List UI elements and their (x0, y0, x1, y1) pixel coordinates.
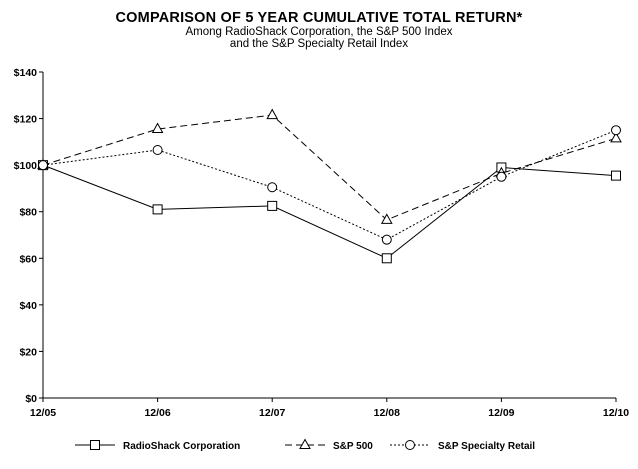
series-triangle (37, 108, 622, 224)
x-tick-label: 12/08 (374, 407, 400, 419)
y-tick-label: $120 (14, 114, 38, 126)
x-tick-label: 12/07 (259, 407, 285, 419)
legend-label: S&P Specialty Retail (438, 441, 535, 452)
data-point-triangle (380, 213, 393, 224)
y-tick-label: $100 (14, 160, 38, 172)
legend-marker-circle (405, 440, 415, 450)
data-point-circle (496, 171, 507, 182)
x-tick-label: 12/05 (30, 407, 56, 419)
y-tick-label: $0 (25, 393, 37, 405)
chart-legend: RadioShack Corporation S&P 500 S&P Special… (75, 438, 535, 452)
y-tick-label: $40 (19, 300, 37, 312)
data-point-circle (381, 234, 392, 245)
data-point-triangle (610, 131, 622, 143)
legend-label: RadioShack Corporation (123, 441, 240, 452)
chart-subtitle-line-2: and the S&P Specialty Retail Index (229, 38, 409, 50)
data-point-circle (38, 160, 48, 171)
chart-title: COMPARISON OF 5 YEAR CUMULATIVE TOTAL RE… (115, 10, 523, 26)
x-tick-label: 12/10 (603, 407, 629, 419)
data-point-triangle (266, 108, 279, 120)
chart-series-layer (37, 108, 622, 264)
y-tick-label: $60 (19, 253, 37, 265)
legend-item: S&P Specialty Retail (390, 440, 535, 452)
series-square (38, 160, 621, 264)
chart-title-block: COMPARISON OF 5 YEAR CUMULATIVE TOTAL RE… (0, 10, 638, 50)
series-circle (38, 125, 621, 245)
data-point-square (152, 204, 163, 215)
series-line (42, 164, 617, 259)
y-tick-label: $80 (19, 207, 37, 219)
y-tick-label: $140 (14, 67, 38, 79)
data-point-circle (611, 125, 621, 136)
chart-subtitle-line-1: Among RadioShack Corporation, the S&P 50… (185, 26, 453, 38)
data-point-circle (152, 145, 163, 156)
legend-marker-square (90, 440, 100, 450)
y-tick-label: $20 (19, 346, 37, 358)
data-point-square (381, 253, 392, 264)
series-line (42, 114, 617, 221)
x-tick-label: 12/06 (144, 407, 170, 419)
legend-item: RadioShack Corporation (75, 440, 240, 452)
series-line (42, 129, 617, 241)
legend-item: S&P 500 (285, 438, 373, 452)
data-point-square (267, 200, 278, 211)
data-point-circle (267, 182, 278, 193)
x-tick-label: 12/09 (488, 407, 514, 419)
legend-marker-triangle (299, 438, 311, 449)
data-point-square (611, 170, 621, 181)
chart-axes: $0 $20 $40 $60 $80 $100 $120 $140 12/05 12/06 12/0… (14, 67, 630, 419)
data-point-triangle (151, 122, 164, 134)
legend-label: S&P 500 (333, 441, 373, 452)
